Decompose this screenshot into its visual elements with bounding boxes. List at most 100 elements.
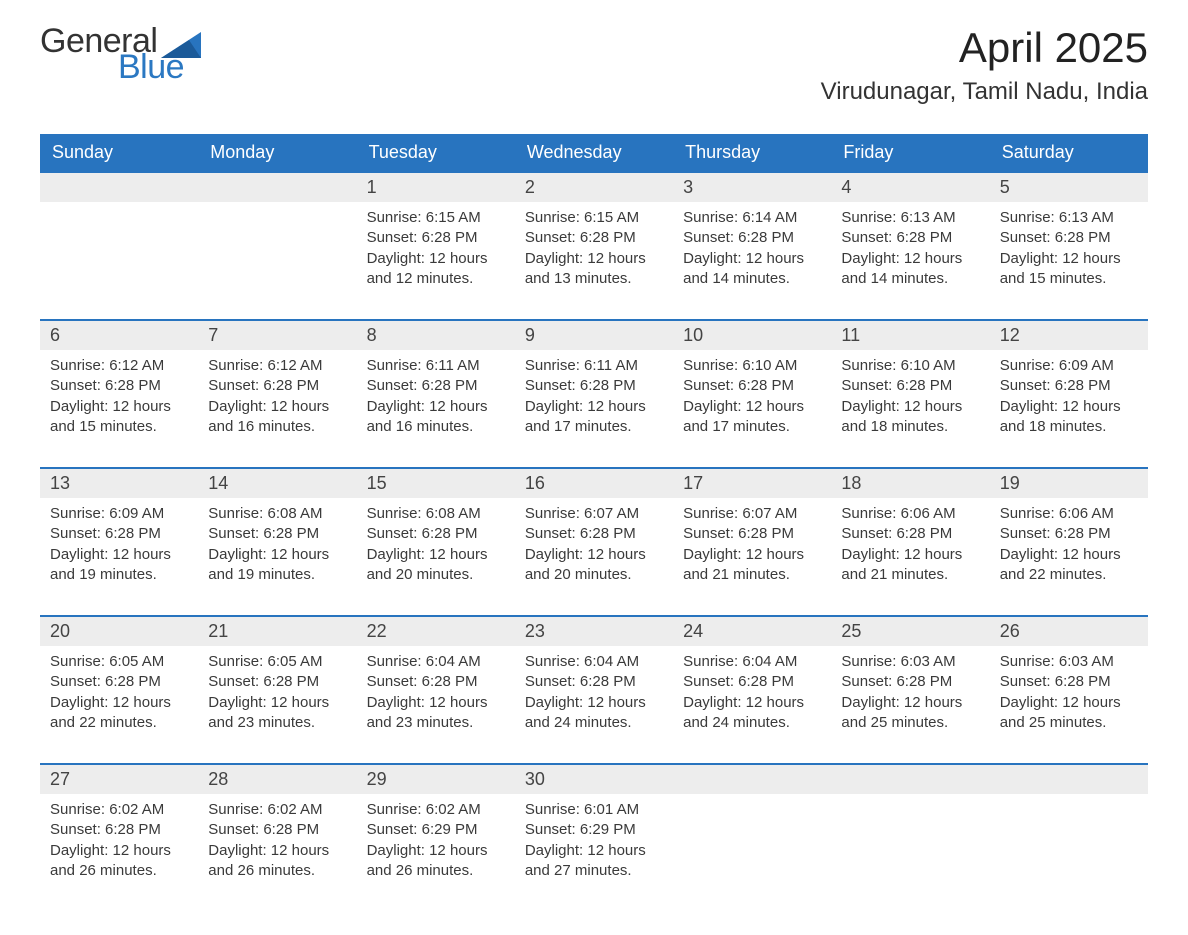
day-number-cell: 19 <box>990 468 1148 498</box>
day-info-cell <box>198 202 356 320</box>
sunrise-text: Sunrise: 6:03 AM <box>1000 652 1138 672</box>
sunset-text: Sunset: 6:28 PM <box>367 228 505 248</box>
daylight-text: Daylight: 12 hours and 21 minutes. <box>841 545 979 586</box>
sunset-text: Sunset: 6:28 PM <box>367 672 505 692</box>
sunset-text: Sunset: 6:28 PM <box>50 376 188 396</box>
sunrise-text: Sunrise: 6:12 AM <box>208 356 346 376</box>
sunset-text: Sunset: 6:28 PM <box>208 524 346 544</box>
day-number-cell: 14 <box>198 468 356 498</box>
day-info-cell: Sunrise: 6:13 AMSunset: 6:28 PMDaylight:… <box>990 202 1148 320</box>
day-number-cell: 4 <box>831 172 989 202</box>
info-row: Sunrise: 6:12 AMSunset: 6:28 PMDaylight:… <box>40 350 1148 468</box>
sunrise-text: Sunrise: 6:02 AM <box>50 800 188 820</box>
day-info-cell: Sunrise: 6:10 AMSunset: 6:28 PMDaylight:… <box>673 350 831 468</box>
sunset-text: Sunset: 6:28 PM <box>683 228 821 248</box>
sunset-text: Sunset: 6:28 PM <box>841 376 979 396</box>
weekday-header: Friday <box>831 134 989 172</box>
day-number-cell <box>673 764 831 794</box>
sunrise-text: Sunrise: 6:06 AM <box>841 504 979 524</box>
daylight-text: Daylight: 12 hours and 16 minutes. <box>367 397 505 438</box>
daylight-text: Daylight: 12 hours and 20 minutes. <box>367 545 505 586</box>
weekday-header: Monday <box>198 134 356 172</box>
calendar-table: Sunday Monday Tuesday Wednesday Thursday… <box>40 134 1148 911</box>
sunrise-text: Sunrise: 6:09 AM <box>50 504 188 524</box>
day-info-cell <box>673 794 831 911</box>
day-number-cell: 28 <box>198 764 356 794</box>
day-number-cell <box>990 764 1148 794</box>
location-subtitle: Virudunagar, Tamil Nadu, India <box>821 78 1148 106</box>
day-number-cell: 1 <box>357 172 515 202</box>
daylight-text: Daylight: 12 hours and 19 minutes. <box>50 545 188 586</box>
daylight-text: Daylight: 12 hours and 16 minutes. <box>208 397 346 438</box>
day-info-cell: Sunrise: 6:08 AMSunset: 6:28 PMDaylight:… <box>198 498 356 616</box>
info-row: Sunrise: 6:05 AMSunset: 6:28 PMDaylight:… <box>40 646 1148 764</box>
sunset-text: Sunset: 6:29 PM <box>525 820 663 840</box>
day-info-cell: Sunrise: 6:04 AMSunset: 6:28 PMDaylight:… <box>515 646 673 764</box>
weekday-header: Tuesday <box>357 134 515 172</box>
sunset-text: Sunset: 6:28 PM <box>841 228 979 248</box>
sunset-text: Sunset: 6:28 PM <box>1000 672 1138 692</box>
daynum-row: 20212223242526 <box>40 616 1148 646</box>
day-number-cell: 5 <box>990 172 1148 202</box>
day-info-cell: Sunrise: 6:04 AMSunset: 6:28 PMDaylight:… <box>673 646 831 764</box>
sunrise-text: Sunrise: 6:06 AM <box>1000 504 1138 524</box>
sunset-text: Sunset: 6:28 PM <box>50 672 188 692</box>
day-number-cell: 30 <box>515 764 673 794</box>
day-info-cell: Sunrise: 6:04 AMSunset: 6:28 PMDaylight:… <box>357 646 515 764</box>
day-number-cell: 17 <box>673 468 831 498</box>
daylight-text: Daylight: 12 hours and 20 minutes. <box>525 545 663 586</box>
day-info-cell <box>831 794 989 911</box>
sunrise-text: Sunrise: 6:09 AM <box>1000 356 1138 376</box>
daylight-text: Daylight: 12 hours and 26 minutes. <box>367 841 505 882</box>
sunrise-text: Sunrise: 6:03 AM <box>841 652 979 672</box>
sunrise-text: Sunrise: 6:04 AM <box>525 652 663 672</box>
day-number-cell: 27 <box>40 764 198 794</box>
day-number-cell: 6 <box>40 320 198 350</box>
day-info-cell: Sunrise: 6:10 AMSunset: 6:28 PMDaylight:… <box>831 350 989 468</box>
day-number-cell: 24 <box>673 616 831 646</box>
weekday-header: Saturday <box>990 134 1148 172</box>
day-info-cell: Sunrise: 6:05 AMSunset: 6:28 PMDaylight:… <box>198 646 356 764</box>
sunrise-text: Sunrise: 6:02 AM <box>367 800 505 820</box>
daylight-text: Daylight: 12 hours and 17 minutes. <box>525 397 663 438</box>
sunrise-text: Sunrise: 6:07 AM <box>683 504 821 524</box>
day-info-cell: Sunrise: 6:09 AMSunset: 6:28 PMDaylight:… <box>990 350 1148 468</box>
daylight-text: Daylight: 12 hours and 14 minutes. <box>841 249 979 290</box>
sunset-text: Sunset: 6:28 PM <box>208 376 346 396</box>
day-info-cell: Sunrise: 6:03 AMSunset: 6:28 PMDaylight:… <box>990 646 1148 764</box>
daynum-row: 27282930 <box>40 764 1148 794</box>
sunset-text: Sunset: 6:28 PM <box>683 524 821 544</box>
sunset-text: Sunset: 6:28 PM <box>208 820 346 840</box>
day-info-cell: Sunrise: 6:06 AMSunset: 6:28 PMDaylight:… <box>831 498 989 616</box>
day-number-cell: 8 <box>357 320 515 350</box>
sunset-text: Sunset: 6:28 PM <box>50 820 188 840</box>
sunrise-text: Sunrise: 6:15 AM <box>525 208 663 228</box>
sunset-text: Sunset: 6:28 PM <box>1000 376 1138 396</box>
day-info-cell: Sunrise: 6:08 AMSunset: 6:28 PMDaylight:… <box>357 498 515 616</box>
day-number-cell: 15 <box>357 468 515 498</box>
day-info-cell: Sunrise: 6:02 AMSunset: 6:28 PMDaylight:… <box>40 794 198 911</box>
sunrise-text: Sunrise: 6:04 AM <box>683 652 821 672</box>
day-number-cell: 21 <box>198 616 356 646</box>
day-number-cell <box>198 172 356 202</box>
day-number-cell: 23 <box>515 616 673 646</box>
weekday-header-row: Sunday Monday Tuesday Wednesday Thursday… <box>40 134 1148 172</box>
daylight-text: Daylight: 12 hours and 13 minutes. <box>525 249 663 290</box>
daylight-text: Daylight: 12 hours and 17 minutes. <box>683 397 821 438</box>
day-info-cell: Sunrise: 6:13 AMSunset: 6:28 PMDaylight:… <box>831 202 989 320</box>
day-info-cell: Sunrise: 6:02 AMSunset: 6:29 PMDaylight:… <box>357 794 515 911</box>
day-info-cell: Sunrise: 6:06 AMSunset: 6:28 PMDaylight:… <box>990 498 1148 616</box>
daylight-text: Daylight: 12 hours and 24 minutes. <box>683 693 821 734</box>
sunrise-text: Sunrise: 6:08 AM <box>367 504 505 524</box>
day-number-cell: 18 <box>831 468 989 498</box>
sunrise-text: Sunrise: 6:05 AM <box>50 652 188 672</box>
logo-text-blue: Blue <box>118 50 201 84</box>
sunset-text: Sunset: 6:28 PM <box>367 524 505 544</box>
sunrise-text: Sunrise: 6:13 AM <box>841 208 979 228</box>
sunrise-text: Sunrise: 6:11 AM <box>525 356 663 376</box>
info-row: Sunrise: 6:15 AMSunset: 6:28 PMDaylight:… <box>40 202 1148 320</box>
day-info-cell: Sunrise: 6:11 AMSunset: 6:28 PMDaylight:… <box>357 350 515 468</box>
sunrise-text: Sunrise: 6:13 AM <box>1000 208 1138 228</box>
day-number-cell: 2 <box>515 172 673 202</box>
day-number-cell: 22 <box>357 616 515 646</box>
